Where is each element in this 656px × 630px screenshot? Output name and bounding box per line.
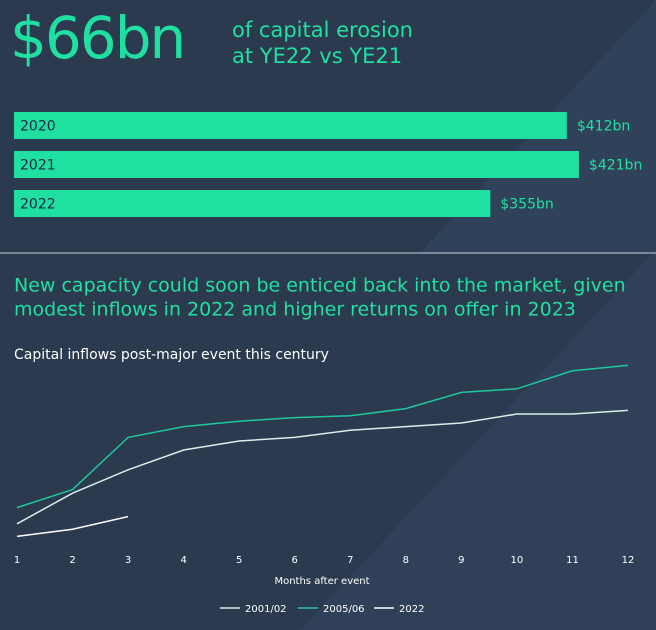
section-heading: New capacity could soon be enticed back … bbox=[14, 275, 626, 297]
line-series bbox=[16, 409, 629, 525]
category-label: 2021 bbox=[20, 158, 56, 174]
value-label: $355bn bbox=[500, 197, 553, 213]
legend-label: 2001/02 bbox=[245, 604, 287, 615]
x-tick-label: 5 bbox=[236, 555, 242, 566]
line-series bbox=[16, 364, 629, 509]
background-shape bbox=[300, 250, 656, 630]
headline: $66bn bbox=[10, 4, 184, 72]
bar bbox=[14, 112, 567, 139]
x-axis-label: Months after event bbox=[274, 576, 369, 587]
x-tick-label: 6 bbox=[292, 555, 298, 566]
legend-label: 2005/06 bbox=[323, 604, 365, 615]
category-label: 2020 bbox=[20, 119, 56, 135]
x-tick-label: 11 bbox=[566, 555, 579, 566]
x-tick-label: 8 bbox=[403, 555, 409, 566]
x-tick-label: 7 bbox=[347, 555, 353, 566]
legend-label: 2022 bbox=[399, 604, 424, 615]
category-label: 2022 bbox=[20, 197, 56, 213]
x-tick-label: 12 bbox=[622, 555, 635, 566]
subheadline: at YE22 vs YE21 bbox=[232, 44, 402, 68]
x-tick-label: 4 bbox=[180, 555, 186, 566]
value-label: $412bn bbox=[577, 119, 630, 135]
x-tick-label: 2 bbox=[69, 555, 75, 566]
x-tick-label: 1 bbox=[14, 555, 20, 566]
section-heading: modest inflows in 2022 and higher return… bbox=[14, 299, 576, 321]
x-tick-label: 3 bbox=[125, 555, 131, 566]
subheadline: of capital erosion bbox=[232, 18, 413, 42]
value-label: $421bn bbox=[589, 158, 642, 174]
x-tick-label: 10 bbox=[511, 555, 524, 566]
line-series bbox=[16, 515, 129, 538]
chart-title: Capital inflows post-major event this ce… bbox=[14, 347, 329, 363]
x-tick-label: 9 bbox=[458, 555, 464, 566]
bar bbox=[14, 151, 579, 178]
bar bbox=[14, 190, 491, 217]
